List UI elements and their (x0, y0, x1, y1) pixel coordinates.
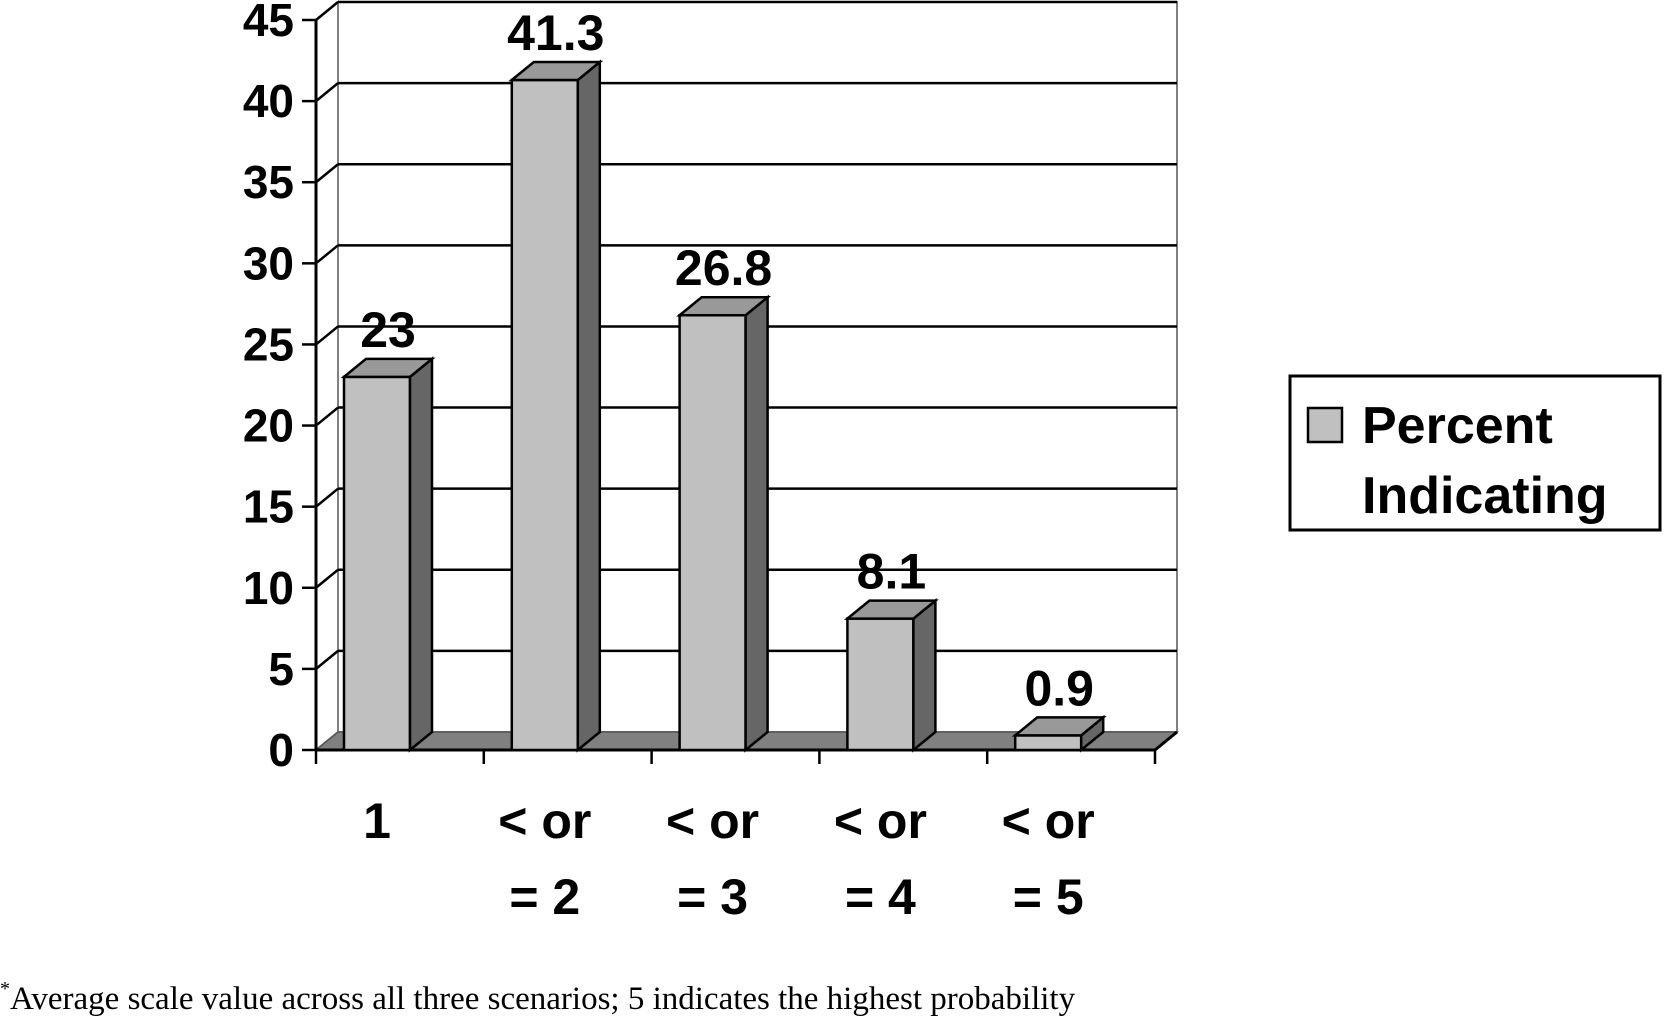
category-label-3-line-2: = 3 (677, 869, 748, 925)
y-tick-label-5: 5 (268, 643, 294, 695)
legend-swatch (1306, 406, 1344, 444)
bar-3 (676, 294, 772, 753)
bar-front-3 (678, 313, 747, 752)
gridline-side-10 (315, 568, 339, 589)
bar-side-4 (912, 597, 937, 753)
gridline-side-40 (315, 82, 339, 103)
bars (340, 59, 1107, 753)
bar-side-1 (408, 356, 434, 753)
category-labels: 1 < or = 2 < or = 3 < or = 4 < or = 5 (363, 793, 1095, 925)
bar-2 (508, 59, 604, 753)
category-label-3-line-1: < or (666, 793, 759, 849)
y-tick-label-40: 40 (243, 75, 294, 127)
gridline-side-45 (315, 1, 339, 21)
category-label-5-line-1: < or (1002, 793, 1095, 849)
bar-top-2 (508, 60, 604, 82)
side-wall (315, 0, 339, 753)
legend-label-line-1: Percent (1362, 397, 1553, 455)
bar-5 (1011, 714, 1107, 753)
y-tick-label-15: 15 (243, 481, 294, 533)
category-label-2-line-1: < or (498, 793, 591, 849)
gridline-side-20 (315, 406, 339, 427)
footnote: *Average scale value across all three sc… (0, 978, 1075, 1018)
category-label-2-line-2: = 2 (509, 869, 580, 925)
gridline-side-35 (315, 163, 339, 184)
gridline-side-25 (315, 325, 339, 346)
category-label-4-line-2: = 4 (845, 869, 916, 925)
bar-top-4 (843, 599, 939, 620)
bar-front-1 (342, 375, 412, 752)
bar-1 (340, 356, 436, 753)
category-label-4-line-1: < or (834, 793, 927, 849)
bar-4 (843, 597, 939, 753)
y-tick-label-30: 30 (243, 237, 294, 289)
category-label-1-line-1: 1 (363, 793, 391, 849)
y-tick-label-20: 20 (243, 400, 294, 452)
data-label-5: 0.9 (1024, 660, 1094, 716)
data-label-2: 41.3 (507, 5, 604, 61)
y-tick-label-0: 0 (268, 724, 294, 776)
legend-label-line-2: Indicating (1362, 467, 1608, 525)
gridline-side-30 (315, 244, 339, 265)
bar-top-1 (340, 357, 436, 379)
bar-front-5 (1013, 734, 1083, 752)
gridline-side-5 (315, 649, 339, 670)
bar-top-3 (676, 295, 772, 317)
data-label-3: 26.8 (675, 240, 772, 296)
y-tick-label-25: 25 (243, 318, 294, 370)
footnote-text: Average scale value across all three sce… (10, 981, 1076, 1017)
data-labels: 23 41.3 26.8 8.1 0.9 (360, 5, 1094, 716)
y-axis-ticks: 0 5 10 15 20 25 30 35 40 45 (243, 0, 316, 776)
y-tick-label-10: 10 (243, 562, 294, 614)
bar-front-2 (510, 78, 580, 752)
y-tick-label-35: 35 (243, 156, 294, 208)
x-axis-depth-line (1154, 730, 1178, 752)
bar-side-3 (744, 294, 769, 753)
gridline-side-15 (315, 487, 339, 508)
bar-side-2 (576, 59, 602, 753)
category-label-5-line-2: = 5 (1013, 869, 1084, 925)
legend-box (1288, 374, 1662, 532)
footnote-marker: * (0, 978, 10, 1000)
bar-top-5 (1011, 716, 1107, 737)
bar-front-4 (846, 617, 915, 752)
data-label-1: 23 (360, 302, 416, 358)
legend: Percent Indicating (1288, 374, 1662, 532)
data-label-4: 8.1 (857, 544, 927, 600)
y-tick-label-45: 45 (243, 0, 294, 46)
